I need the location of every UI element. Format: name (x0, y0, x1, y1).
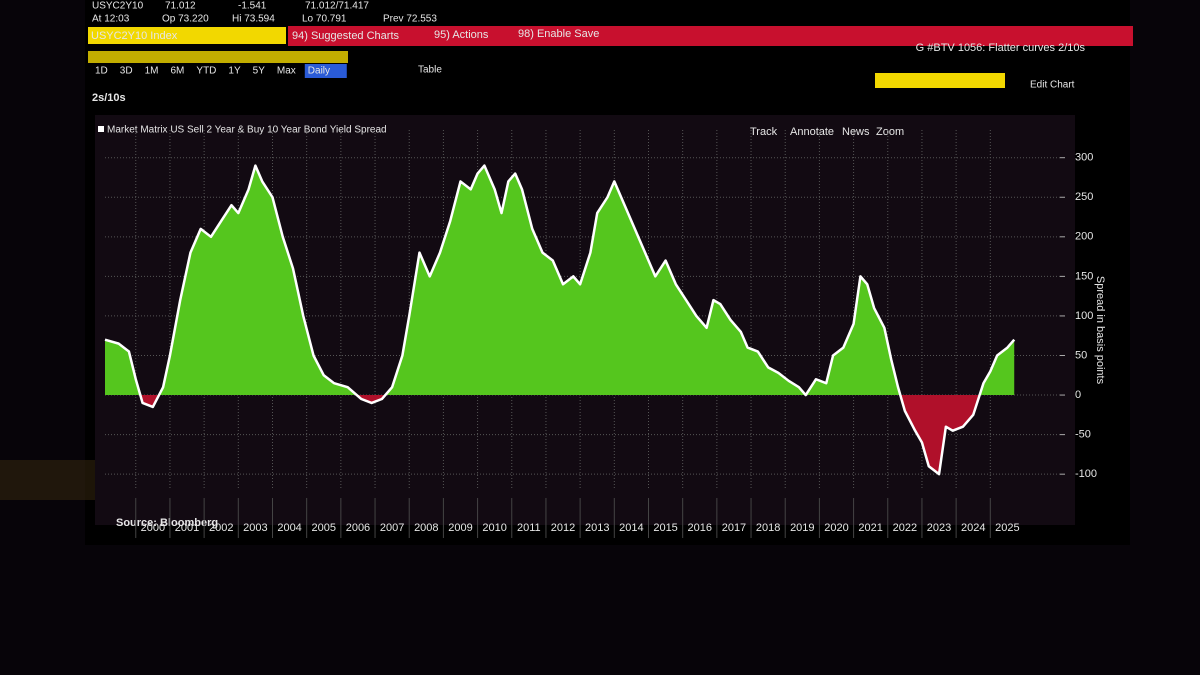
y-tick-label: 100 (1075, 310, 1093, 322)
x-tick-label: 2019 (790, 522, 814, 534)
security-box[interactable] (88, 27, 286, 44)
period-button[interactable]: 1M (145, 66, 159, 77)
period-button[interactable]: Max (277, 66, 296, 77)
x-tick-label: 2010 (482, 522, 506, 534)
change: -1.541 (238, 1, 267, 12)
x-tick-label: 2009 (448, 522, 472, 534)
x-tick-label: 2003 (243, 522, 267, 534)
y-tick-label: 150 (1075, 270, 1093, 282)
period-button[interactable]: YTD (196, 66, 216, 77)
y-tick-label: 300 (1075, 152, 1093, 164)
menu-item[interactable]: 98) Enable Save (518, 28, 599, 40)
x-tick-label: 2002 (209, 522, 233, 534)
x-tick-label: 2008 (414, 522, 438, 534)
x-tick-label: 2005 (312, 522, 336, 534)
x-tick-label: 2024 (961, 522, 985, 534)
x-tick-label: 2007 (380, 522, 404, 534)
glow (0, 460, 105, 500)
x-tick-label: 2016 (688, 522, 712, 534)
tool[interactable]: Track (750, 126, 778, 138)
frequency[interactable]: Daily (308, 66, 330, 77)
x-tick-label: 2000 (141, 522, 165, 534)
table-button[interactable]: Table (418, 65, 442, 76)
edit-chart[interactable]: Edit Chart (1030, 80, 1075, 91)
high: Hi 73.594 (232, 14, 275, 25)
time: At 12:03 (92, 14, 130, 25)
x-tick-label: 2004 (277, 522, 301, 534)
x-tick-label: 2017 (722, 522, 746, 534)
menu-item[interactable]: 95) Actions (434, 29, 489, 41)
source: Source: Bloomberg (116, 517, 218, 529)
headline: G #BTV 1056: Flatter curves 2/10s (916, 42, 1086, 54)
period-button[interactable]: 1Y (228, 66, 241, 77)
line (104, 164, 1016, 476)
security: USYC2Y10 Index (91, 30, 178, 42)
y-tick-label: 0 (1075, 389, 1081, 401)
frequency-box (304, 64, 347, 78)
y-tick-label: -100 (1075, 468, 1097, 480)
x-tick-label: 2020 (824, 522, 848, 534)
menu-bar (288, 26, 1133, 46)
tool[interactable]: Annotate (790, 126, 834, 138)
x-tick-label: 2023 (927, 522, 951, 534)
x-tick-label: 2015 (653, 522, 677, 534)
low: Lo 70.791 (302, 14, 347, 25)
tool[interactable]: Zoom (876, 126, 904, 138)
period-button[interactable]: 6M (171, 66, 185, 77)
y-tick-label: 250 (1075, 191, 1093, 203)
prev: Prev 72.553 (383, 14, 437, 25)
legend-entry: Market Matrix US Sell 2 Year & Buy 10 Ye… (107, 125, 387, 136)
open: Op 73.220 (162, 14, 209, 25)
legend-swatch (98, 126, 104, 132)
search-box[interactable] (875, 73, 1005, 88)
period-button[interactable]: 1D (95, 66, 108, 77)
chart-title: 2s/10s (92, 92, 126, 104)
y-tick-label: 200 (1075, 231, 1093, 243)
y-axis-label: Spread in basis points (1094, 276, 1106, 385)
area-negative (105, 395, 1015, 475)
date-fields (88, 51, 348, 63)
x-tick-label: 2018 (756, 522, 780, 534)
x-tick-label: 2006 (346, 522, 370, 534)
x-tick-label: 2025 (995, 522, 1019, 534)
tool[interactable]: News (842, 126, 870, 138)
y-tick-label: -50 (1075, 429, 1091, 441)
menu-item[interactable]: 94) Suggested Charts (292, 30, 400, 42)
x-tick-label: 2021 (858, 522, 882, 534)
x-tick-label: 2012 (551, 522, 575, 534)
area-positive (105, 165, 1015, 396)
x-tick-label: 2001 (175, 522, 199, 534)
period-button[interactable]: 3D (120, 66, 133, 77)
x-tick-label: 2013 (585, 522, 609, 534)
last: 71.012 (165, 1, 196, 12)
x-tick-label: 2011 (517, 522, 541, 534)
x-tick-label: 2014 (619, 522, 643, 534)
period-button[interactable]: 5Y (253, 66, 266, 77)
y-tick-label: 50 (1075, 349, 1087, 361)
ticker: USYC2Y10 (92, 1, 144, 12)
x-tick-label: 2022 (893, 522, 917, 534)
bid-ask: 71.012/71.417 (305, 1, 369, 12)
